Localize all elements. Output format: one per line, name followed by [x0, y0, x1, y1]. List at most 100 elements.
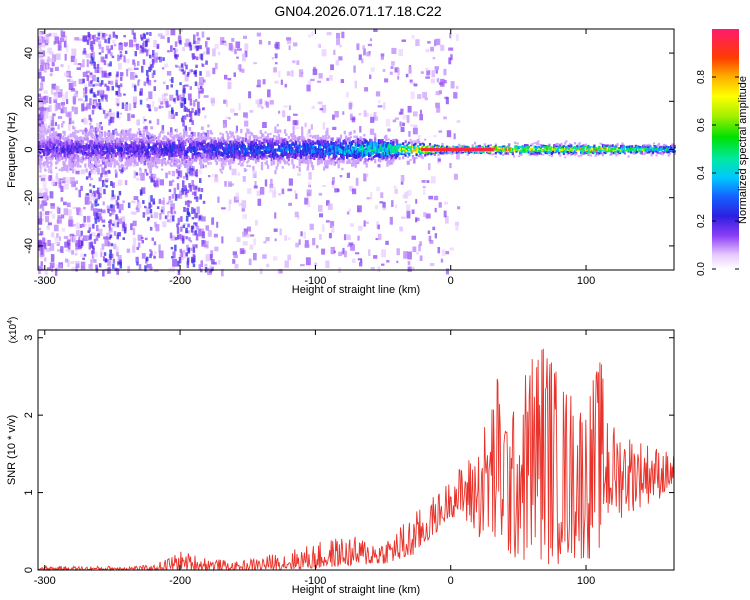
heatmap-noise-cell	[55, 173, 59, 179]
heatmap-noise-cell	[435, 38, 441, 46]
heatmap-noise-cell	[107, 48, 111, 54]
heatmap-band-cell	[148, 166, 151, 172]
heatmap-band-cell	[42, 145, 46, 148]
heatmap-band-cell	[101, 148, 104, 152]
heatmap-noise-cell	[294, 190, 297, 194]
heatmap-band-cell	[79, 141, 82, 144]
heatmap-streak-cell	[148, 202, 151, 209]
heatmap-noise-cell	[51, 232, 55, 238]
heatmap-noise-cell	[198, 169, 202, 175]
heatmap-noise-cell	[295, 126, 300, 129]
heatmap-band-cell	[464, 150, 467, 153]
heatmap-noise-cell	[316, 245, 319, 249]
heatmap-streak-cell	[105, 54, 108, 59]
heatmap-noise-cell	[145, 38, 150, 43]
heatmap-noise-cell	[369, 74, 372, 79]
heatmap-band-cell	[427, 152, 430, 155]
heatmap-noise-cell	[409, 79, 413, 83]
heatmap-noise-cell	[48, 165, 53, 174]
heatmap-noise-cell	[38, 120, 42, 124]
heatmap-band-cell	[196, 141, 199, 145]
heatmap-noise-cell	[373, 112, 377, 120]
heatmap-band-cell	[131, 156, 134, 161]
heatmap-streak-cell	[96, 77, 100, 83]
heatmap-band-cell	[398, 144, 401, 148]
heatmap-band-cell	[123, 167, 126, 171]
heatmap-band-cell	[130, 142, 133, 146]
heatmap-noise-cell	[330, 64, 334, 71]
heatmap-streak-cell	[92, 52, 95, 58]
heatmap-noise-cell	[218, 259, 221, 265]
heatmap-band-cell	[209, 140, 212, 146]
heatmap-streak-cell	[106, 113, 109, 117]
heatmap-band-cell	[254, 139, 257, 144]
heatmap-streak-cell	[194, 230, 197, 236]
heatmap-band-cell	[387, 142, 390, 145]
heatmap-noise-cell	[269, 186, 274, 193]
heatmap-band-cell	[260, 164, 264, 169]
heatmap-noise-cell	[321, 224, 325, 232]
heatmap-streak-cell	[146, 132, 149, 139]
heatmap-streak-cell	[190, 131, 194, 137]
heatmap-band-cell	[186, 155, 189, 159]
heatmap-band-cell	[87, 132, 91, 136]
heatmap-band-cell	[323, 142, 326, 146]
heatmap-noise-cell	[105, 45, 110, 51]
heatmap-band-cell	[190, 143, 193, 147]
heatmap-band-cell	[336, 137, 339, 141]
heatmap-noise-cell	[101, 167, 106, 175]
heatmap-band-cell	[98, 144, 102, 148]
heatmap-streak-cell	[177, 269, 181, 275]
heatmap-band-cell	[264, 138, 267, 141]
heatmap-noise-cell	[378, 233, 382, 240]
heatmap-band-cell	[173, 149, 176, 153]
heatmap-noise-cell	[133, 43, 138, 47]
heatmap-band-cell	[381, 144, 384, 148]
heatmap-band-cell	[85, 151, 88, 155]
heatmap-noise-cell	[154, 221, 157, 228]
heatmap-streak-cell	[181, 190, 184, 193]
heatmap-band-cell	[402, 156, 405, 160]
heatmap-noise-cell	[74, 106, 78, 115]
heatmap-streak-cell	[173, 98, 176, 102]
heatmap-streak-cell	[201, 31, 205, 38]
heatmap-band-cell	[340, 134, 343, 139]
heatmap-band-cell	[230, 133, 233, 138]
heatmap-noise-cell	[44, 168, 49, 173]
heatmap-band-cell	[414, 148, 417, 151]
heatmap-band-cell	[287, 143, 290, 147]
heatmap-band-cell	[146, 154, 149, 159]
heatmap-noise-cell	[416, 251, 419, 255]
heatmap-band-cell	[249, 157, 253, 160]
heatmap-streak-cell	[94, 94, 97, 98]
heatmap-band-cell	[172, 144, 175, 150]
heatmap-band-cell	[148, 156, 151, 161]
heatmap-band-cell	[180, 154, 183, 159]
heatmap-band-cell	[206, 143, 209, 147]
heatmap-noise-cell	[75, 247, 78, 252]
heatmap-noise-cell	[314, 262, 318, 266]
heatmap-band-cell	[301, 132, 304, 136]
heatmap-band-cell	[142, 143, 145, 147]
heatmap-band-cell	[170, 158, 173, 163]
heatmap-band-cell	[136, 147, 139, 152]
heatmap-noise-cell	[55, 176, 59, 183]
heatmap-streak-cell	[115, 214, 118, 220]
heatmap-noise-cell	[422, 186, 426, 189]
heatmap-band-cell	[168, 171, 171, 175]
heatmap-noise-cell	[59, 89, 63, 96]
heatmap-noise-cell	[275, 41, 280, 50]
heatmap-noise-cell	[398, 49, 403, 56]
heatmap-band-cell	[128, 146, 131, 150]
heatmap-band-cell	[52, 143, 55, 148]
heatmap-band-cell	[129, 160, 132, 164]
heatmap-band-cell	[291, 135, 294, 141]
heatmap-band-cell	[252, 143, 255, 148]
heatmap-noise-cell	[454, 221, 459, 226]
heatmap-band-cell	[91, 143, 94, 147]
heatmap-noise-cell	[359, 126, 362, 133]
heatmap-band-cell	[152, 162, 155, 167]
heatmap-noise-cell	[206, 47, 210, 55]
heatmap-band-cell	[325, 149, 328, 154]
heatmap-noise-cell	[277, 269, 281, 273]
